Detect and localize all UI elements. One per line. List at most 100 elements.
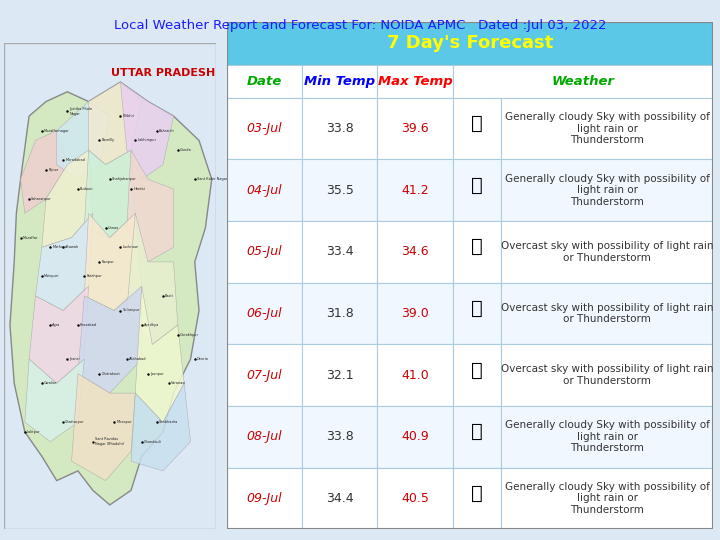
FancyBboxPatch shape: [377, 159, 453, 221]
FancyBboxPatch shape: [501, 406, 713, 468]
FancyBboxPatch shape: [453, 159, 501, 221]
Text: Moradabad: Moradabad: [66, 158, 85, 162]
Polygon shape: [127, 213, 178, 345]
Text: 33.4: 33.4: [326, 245, 354, 258]
Text: Budaun: Budaun: [80, 187, 94, 191]
Text: 41.0: 41.0: [401, 369, 429, 382]
Polygon shape: [78, 286, 142, 393]
Text: Sant Ravidas
Nagar (Bhadohi): Sant Ravidas Nagar (Bhadohi): [95, 437, 124, 446]
FancyBboxPatch shape: [302, 221, 377, 282]
Text: Chitrakoot: Chitrakoot: [102, 372, 120, 376]
Text: 07-Jul: 07-Jul: [247, 369, 282, 382]
Text: Muzaffarnagar: Muzaffarnagar: [44, 129, 70, 133]
Text: Ayodhya: Ayodhya: [144, 323, 159, 327]
Text: Generally cloudy Sky with possibility of light rain or
Thunderstorm: Generally cloudy Sky with possibility of…: [505, 482, 709, 515]
Text: 7 Day's Forecast: 7 Day's Forecast: [387, 34, 553, 52]
Polygon shape: [120, 82, 174, 179]
Polygon shape: [135, 286, 184, 422]
Text: Chattarpur: Chattarpur: [66, 420, 85, 424]
Text: 40.9: 40.9: [401, 430, 429, 443]
Text: Fatehpur: Fatehpur: [86, 274, 102, 279]
Text: Mathura: Mathura: [53, 245, 67, 249]
Text: 39.6: 39.6: [401, 122, 429, 135]
FancyBboxPatch shape: [453, 345, 501, 406]
Text: Deoria: Deoria: [197, 357, 209, 361]
FancyBboxPatch shape: [377, 468, 453, 529]
Text: Bijnor: Bijnor: [48, 167, 58, 172]
Text: Sultanpur: Sultanpur: [122, 308, 140, 313]
Text: 06-Jul: 06-Jul: [247, 307, 282, 320]
Polygon shape: [24, 359, 84, 442]
FancyBboxPatch shape: [377, 345, 453, 406]
Polygon shape: [131, 383, 191, 471]
FancyBboxPatch shape: [227, 221, 302, 282]
Text: Jaunpur: Jaunpur: [150, 372, 163, 376]
FancyBboxPatch shape: [501, 221, 713, 282]
Text: Basti: Basti: [165, 294, 174, 298]
Text: Lalitpur: Lalitpur: [27, 430, 40, 434]
FancyBboxPatch shape: [227, 345, 302, 406]
Text: Lucknow: Lucknow: [122, 245, 138, 249]
Text: Overcast sky with possibility of light rain or Thunderstorm: Overcast sky with possibility of light r…: [501, 364, 714, 386]
Text: 39.0: 39.0: [401, 307, 429, 320]
FancyBboxPatch shape: [302, 159, 377, 221]
Polygon shape: [21, 131, 68, 213]
Text: Jyotiba Phule
Nagar: Jyotiba Phule Nagar: [69, 107, 93, 116]
Text: Weather: Weather: [552, 75, 614, 87]
Text: Generally cloudy Sky with possibility of light rain or
Thunderstorm: Generally cloudy Sky with possibility of…: [505, 173, 709, 207]
Text: Lakhimpur: Lakhimpur: [138, 138, 156, 143]
Polygon shape: [71, 374, 135, 481]
FancyBboxPatch shape: [227, 98, 302, 159]
Text: 41.2: 41.2: [401, 184, 429, 197]
Polygon shape: [42, 150, 93, 247]
Text: 33.8: 33.8: [326, 430, 354, 443]
Text: 🌧: 🌧: [471, 361, 483, 380]
Polygon shape: [84, 150, 135, 238]
Text: 33.8: 33.8: [326, 122, 354, 135]
Text: 40.5: 40.5: [401, 492, 429, 505]
FancyBboxPatch shape: [227, 468, 302, 529]
Text: Bareilly: Bareilly: [102, 138, 114, 143]
FancyBboxPatch shape: [453, 65, 713, 98]
Text: 09-Jul: 09-Jul: [247, 492, 282, 505]
Text: Min Temp: Min Temp: [305, 75, 375, 87]
Text: Sant Kabir Nagar: Sant Kabir Nagar: [197, 177, 227, 181]
FancyBboxPatch shape: [501, 282, 713, 345]
FancyBboxPatch shape: [227, 22, 713, 65]
FancyBboxPatch shape: [377, 282, 453, 345]
Text: 🌧: 🌧: [471, 422, 483, 441]
FancyBboxPatch shape: [453, 406, 501, 468]
Polygon shape: [57, 102, 109, 179]
Text: 🌧: 🌧: [471, 237, 483, 256]
FancyBboxPatch shape: [302, 468, 377, 529]
Polygon shape: [89, 82, 142, 165]
Text: Allahabad: Allahabad: [129, 357, 146, 361]
Text: 35.5: 35.5: [326, 184, 354, 197]
FancyBboxPatch shape: [453, 468, 501, 529]
FancyBboxPatch shape: [453, 282, 501, 345]
Text: Pilibhit: Pilibhit: [122, 114, 135, 118]
Text: Saharanpur: Saharanpur: [31, 197, 52, 201]
FancyBboxPatch shape: [501, 468, 713, 529]
FancyBboxPatch shape: [227, 282, 302, 345]
Text: Unnao: Unnao: [108, 226, 119, 230]
Text: Varanasi: Varanasi: [171, 381, 186, 386]
FancyBboxPatch shape: [501, 98, 713, 159]
FancyBboxPatch shape: [227, 65, 302, 98]
FancyBboxPatch shape: [377, 98, 453, 159]
Text: Jhansi: Jhansi: [69, 357, 80, 361]
Polygon shape: [35, 213, 93, 310]
Text: Gorakhpur: Gorakhpur: [180, 333, 199, 337]
Text: Shahjahanpur: Shahjahanpur: [112, 177, 137, 181]
FancyBboxPatch shape: [227, 406, 302, 468]
FancyBboxPatch shape: [227, 159, 302, 221]
Text: Generally cloudy Sky with possibility of light rain or
Thunderstorm: Generally cloudy Sky with possibility of…: [505, 420, 709, 454]
Text: Overcast sky with possibility of light rain or Thunderstorm: Overcast sky with possibility of light r…: [501, 241, 714, 262]
Text: 32.1: 32.1: [326, 369, 354, 382]
Text: Kanpur: Kanpur: [102, 260, 114, 264]
Text: UTTAR PRADESH: UTTAR PRADESH: [111, 68, 215, 78]
Text: Local Weather Report and Forecast For: NOIDA APMC   Dated :Jul 03, 2022: Local Weather Report and Forecast For: N…: [114, 19, 606, 32]
Text: Firozabad: Firozabad: [80, 323, 97, 327]
FancyBboxPatch shape: [501, 159, 713, 221]
Text: 🌧: 🌧: [471, 299, 483, 318]
